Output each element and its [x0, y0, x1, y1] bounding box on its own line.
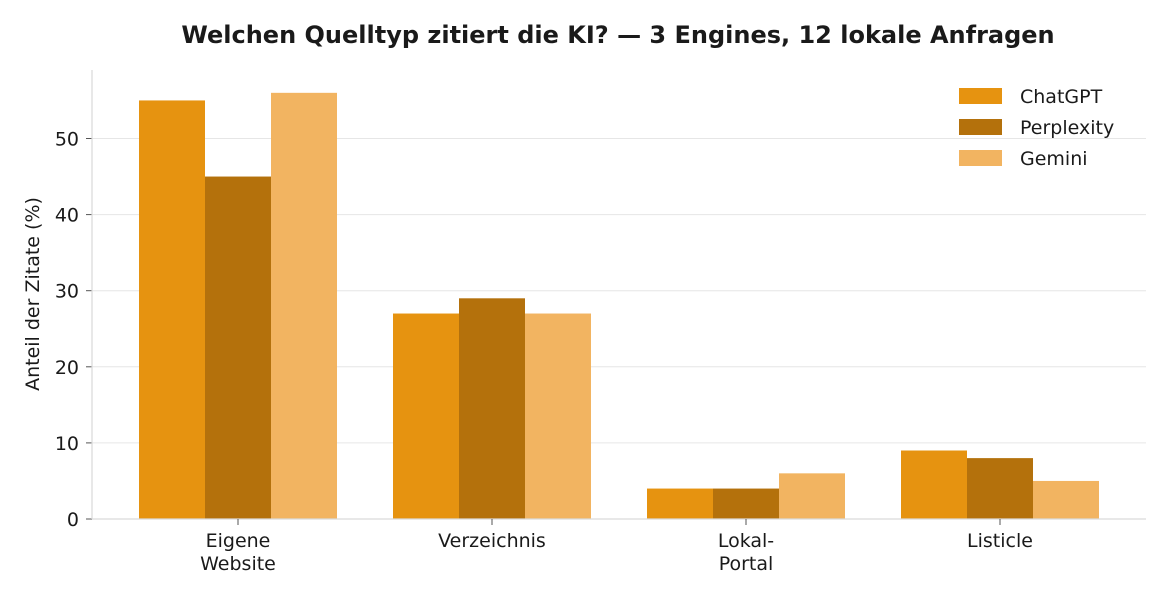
y-tick-label: 30 — [55, 281, 79, 303]
y-axis-label: Anteil der Zitate (%) — [22, 197, 44, 391]
axes: 0 10 20 30 40 50 Eigene Website Verzeichnis Lokal… — [55, 70, 1146, 575]
chart-title: Welchen Quelltyp zitiert die KI? — 3 Eng… — [181, 21, 1054, 49]
bar-gemini — [271, 92, 337, 519]
legend-swatch-gemini — [959, 150, 1002, 166]
legend-label-perplexity: Perplexity — [1020, 117, 1114, 139]
y-tick-label: 20 — [55, 357, 79, 379]
legend-label-gemini: Gemini — [1020, 148, 1088, 170]
x-tick-label-line: Listicle — [967, 530, 1033, 552]
bar-gemini — [1033, 480, 1099, 519]
y-tick-label: 50 — [55, 128, 79, 150]
x-tick-label: Listicle — [967, 530, 1033, 552]
bar-gemini — [525, 313, 591, 519]
y-tick-label: 0 — [67, 509, 79, 531]
bar-perplexity — [205, 176, 271, 520]
y-tick-label: 10 — [55, 433, 79, 455]
legend-swatch-chatgpt — [959, 88, 1002, 104]
x-tick-label-line: Website — [200, 553, 276, 575]
bar-chatgpt — [901, 450, 967, 519]
bar-gemini — [779, 473, 845, 519]
x-tick-label-line: Eigene — [206, 530, 271, 552]
legend-swatch-perplexity — [959, 119, 1002, 135]
bar-perplexity — [713, 488, 779, 519]
bar-chatgpt — [139, 100, 205, 520]
bar-perplexity — [459, 298, 525, 519]
legend-label-chatgpt: ChatGPT — [1020, 86, 1103, 108]
legend: ChatGPT Perplexity Gemini — [959, 86, 1114, 170]
x-tick-label-line: Verzeichnis — [438, 530, 546, 552]
bar-chatgpt — [393, 313, 459, 519]
bars — [139, 92, 1099, 520]
x-tick-label-line: Portal — [719, 553, 774, 575]
x-tick-label-line: Lokal- — [718, 530, 774, 552]
bar-perplexity — [967, 458, 1033, 519]
x-tick-label: Lokal-Portal — [718, 530, 774, 575]
x-tick-label: Eigene Website — [200, 530, 276, 575]
bar-chatgpt — [647, 488, 713, 519]
x-tick-label: Verzeichnis — [438, 530, 546, 552]
y-tick-label: 40 — [55, 205, 79, 227]
